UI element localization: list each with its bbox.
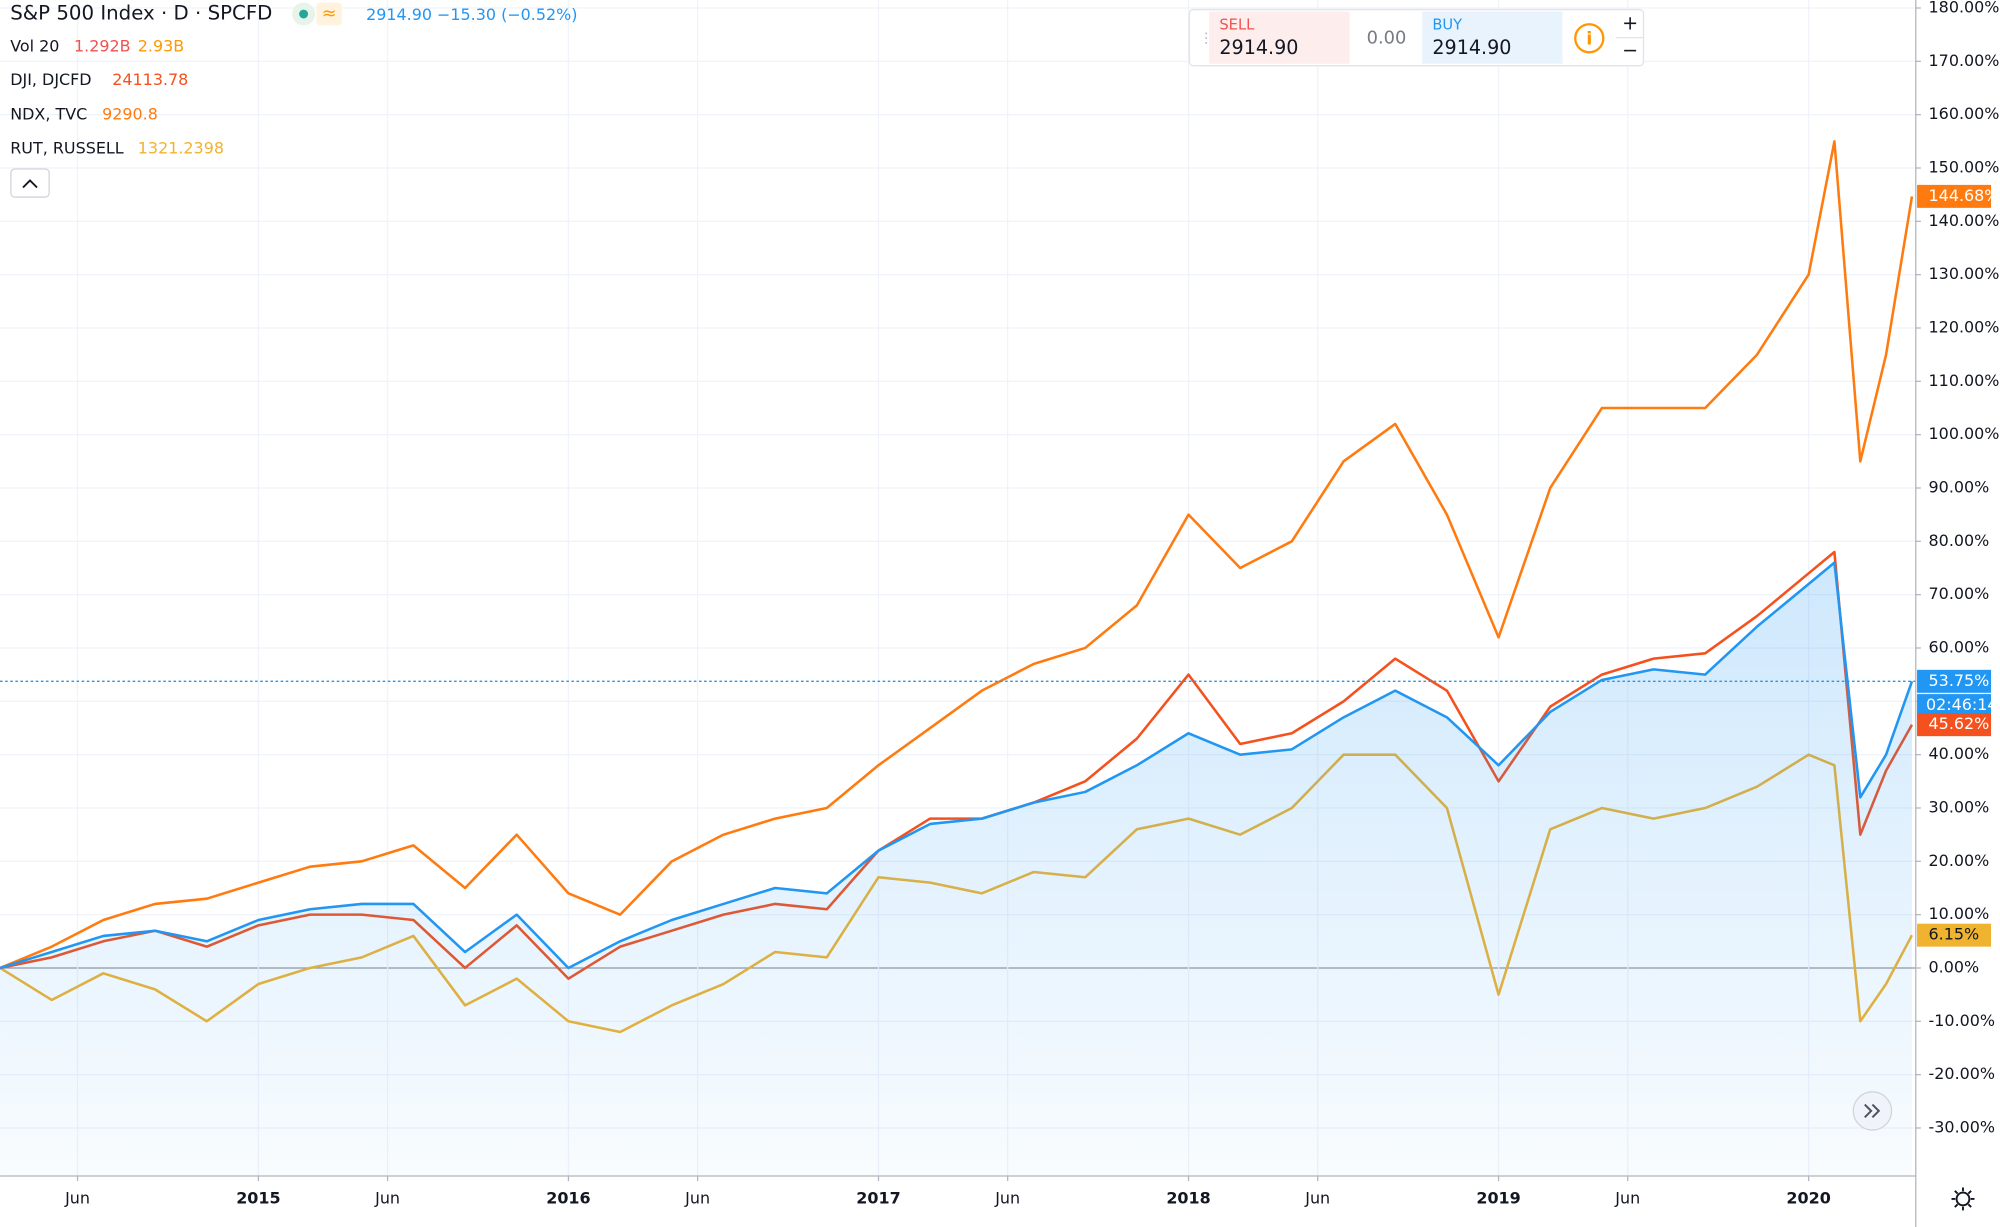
sell-button[interactable] xyxy=(1209,11,1350,64)
y-tick-label: -10.00% xyxy=(1929,1011,1996,1030)
delay-badge xyxy=(316,2,342,26)
y-tick-label: 150.00% xyxy=(1929,157,2000,176)
legend-value: 9290.8 xyxy=(102,104,158,123)
last-value-box xyxy=(1917,713,1992,737)
buy-button[interactable] xyxy=(1422,11,1563,64)
x-tick-label: Jun xyxy=(684,1188,710,1207)
spread: 0.00 xyxy=(1367,27,1407,48)
area xyxy=(0,562,1912,1176)
last-value-label: 45.62% xyxy=(1929,714,1990,733)
y-tick-label: 90.00% xyxy=(1929,477,1990,496)
scroll-icon xyxy=(1864,1103,1881,1119)
last-value-label: 6.15% xyxy=(1929,925,1980,944)
y-tick-label: 130.00% xyxy=(1929,264,2000,283)
x-tick-label: 2015 xyxy=(236,1188,280,1207)
delay-icon: ≈ xyxy=(322,3,337,24)
y-tick-label: 170.00% xyxy=(1929,51,2000,70)
x-tick-label: 2018 xyxy=(1166,1188,1210,1207)
x-tick-label: Jun xyxy=(1304,1188,1330,1207)
legend: S&P 500 Index · D · SPCFD ≈ 2914.90 −15.… xyxy=(10,2,578,198)
y-tick-label: 60.00% xyxy=(1929,637,1990,656)
last-value-box xyxy=(1917,669,1992,693)
y-tick-label: 40.00% xyxy=(1929,744,1990,763)
legend-value: 1321.2398 xyxy=(138,139,224,158)
settings-icon xyxy=(1955,1191,1971,1207)
line xyxy=(0,561,1914,970)
symbol-title[interactable]: S&P 500 Index · D · SPCFD xyxy=(10,2,272,25)
quote: 2914.90 −15.30 (−0.52%) xyxy=(366,5,577,24)
collapse-icon xyxy=(22,179,38,189)
y-tick-label: 180.00% xyxy=(1929,0,2000,16)
line xyxy=(0,140,1914,970)
legend-name[interactable]: DJI, DJCFD xyxy=(10,70,91,89)
y-tick-label: 160.00% xyxy=(1929,104,2000,123)
last-value-label: 144.68% xyxy=(1929,186,2000,205)
volume-value: 1.292B xyxy=(74,37,131,56)
settings-teeth xyxy=(1951,1187,1975,1211)
qty-minus[interactable]: − xyxy=(1622,39,1638,62)
countdown-box xyxy=(1917,694,1992,718)
volume-name: Vol 20 xyxy=(10,37,59,56)
qty-plus[interactable]: + xyxy=(1622,12,1638,35)
y-tick-label: 0.00% xyxy=(1929,957,1980,976)
last-value-label: 53.75% xyxy=(1929,671,1990,690)
y-tick-label: 10.00% xyxy=(1929,904,1990,923)
y-tick-label: 100.00% xyxy=(1929,424,2000,443)
sell-price: 2914.90 xyxy=(1219,36,1298,59)
x-tick-label: Jun xyxy=(64,1188,90,1207)
x-tick-label: Jun xyxy=(1614,1188,1640,1207)
countdown: 02:46:14 xyxy=(1926,695,1998,714)
x-tick-label: 2020 xyxy=(1786,1188,1830,1207)
volume-ma: 2.93B xyxy=(138,37,184,56)
sell-label: SELL xyxy=(1219,17,1255,34)
settings-button[interactable] xyxy=(1951,1187,1975,1211)
y-tick-label: -20.00% xyxy=(1929,1064,1996,1083)
x-tick-label: 2016 xyxy=(546,1188,590,1207)
trade-panel: ⋮⋮ SELL 2914.90 0.00 BUY 2914.90 i + − xyxy=(1188,8,1645,67)
y-tick-label: 140.00% xyxy=(1929,211,2000,230)
buy-price: 2914.90 xyxy=(1432,36,1511,59)
y-tick-label: 110.00% xyxy=(1929,371,2000,390)
legend-name[interactable]: NDX, TVC xyxy=(10,104,87,123)
x-tick-label: 2019 xyxy=(1476,1188,1520,1207)
buy-label: BUY xyxy=(1432,17,1462,34)
x-tick-label: 2017 xyxy=(856,1188,900,1207)
collapse-button[interactable] xyxy=(10,168,50,198)
info-button[interactable] xyxy=(1574,23,1605,54)
last-value-box xyxy=(1917,923,1992,947)
y-tick-label: 80.00% xyxy=(1929,531,1990,550)
legend-name[interactable]: RUT, RUSSELL xyxy=(10,139,124,158)
x-tick-label: Jun xyxy=(374,1188,400,1207)
legend-value: 24113.78 xyxy=(112,70,188,89)
y-tick-label: 30.00% xyxy=(1929,797,1990,816)
y-tick-label: -30.00% xyxy=(1929,1117,1996,1136)
y-tick-label: 70.00% xyxy=(1929,584,1990,603)
plot xyxy=(0,140,1916,1176)
y-tick-label: 20.00% xyxy=(1929,851,1990,870)
x-tick-label: Jun xyxy=(994,1188,1020,1207)
last-value-box xyxy=(1917,184,1992,208)
y-tick-label: 120.00% xyxy=(1929,317,2000,336)
status-dot xyxy=(299,9,309,19)
info-icon: i xyxy=(1586,29,1592,50)
